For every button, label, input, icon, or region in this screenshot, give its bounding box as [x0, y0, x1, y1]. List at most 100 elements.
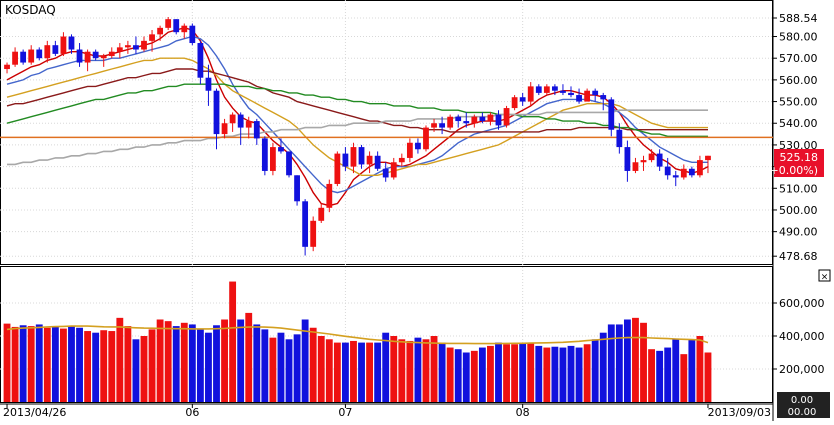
candle — [705, 155, 711, 174]
candle — [92, 49, 99, 61]
current-price-label: 525.18 — [780, 151, 819, 164]
corner-label-top: 0.00 — [791, 395, 813, 406]
volume-bar — [406, 340, 414, 402]
volume-bar — [11, 326, 19, 402]
volume-bar — [559, 347, 567, 402]
date-tick-label: 08 — [516, 406, 530, 419]
volume-bar — [640, 322, 647, 402]
candle — [358, 144, 365, 169]
candle — [640, 155, 647, 171]
candle — [261, 136, 268, 176]
volume-bar — [446, 347, 454, 402]
volume-bar — [430, 336, 438, 402]
candle — [12, 47, 18, 67]
candle — [149, 30, 155, 52]
moving-average-line-5 — [6, 83, 708, 138]
volume-bar — [696, 336, 704, 402]
candle — [600, 92, 607, 111]
volume-bar — [35, 324, 43, 402]
volume-bar — [229, 281, 237, 402]
candle — [406, 138, 413, 163]
candle — [584, 88, 591, 102]
candle — [116, 43, 123, 59]
candle — [487, 112, 494, 126]
volume-bar — [309, 327, 317, 402]
volume-bar — [19, 325, 27, 402]
volume-bar — [503, 344, 510, 402]
volume-bar — [390, 336, 398, 402]
volume-bar — [632, 317, 639, 402]
candle — [576, 88, 582, 104]
volume-bar — [100, 330, 108, 402]
candle — [471, 114, 478, 128]
candle — [398, 153, 405, 167]
candle — [624, 140, 631, 182]
candle — [326, 179, 333, 213]
candle — [213, 88, 220, 150]
candle — [237, 112, 244, 145]
candle — [455, 114, 462, 128]
volume-bar — [623, 319, 631, 402]
close-icon[interactable] — [818, 269, 831, 282]
volume-bar — [132, 339, 140, 402]
candle — [656, 149, 663, 171]
candle — [415, 138, 421, 154]
candle — [181, 23, 188, 39]
volume-bar — [253, 324, 261, 402]
candle — [286, 151, 292, 178]
moving-average-line-3 — [6, 57, 708, 177]
volume-bar — [366, 342, 374, 402]
volume-bar — [68, 326, 75, 402]
volume-bar — [382, 332, 390, 402]
candle — [648, 149, 655, 163]
volume-bar — [358, 342, 365, 402]
volume-bar — [470, 350, 478, 402]
candle — [511, 95, 518, 111]
volume-bar — [656, 350, 664, 402]
volume-tick-label: 400,000 — [779, 330, 825, 343]
volume-bar — [51, 326, 59, 402]
price-tick-label: 570.00 — [779, 52, 818, 65]
volume-bar — [43, 327, 51, 402]
candle — [503, 105, 510, 128]
candle — [366, 151, 373, 174]
candle — [463, 112, 470, 128]
volume-bar — [333, 342, 341, 402]
candle — [318, 203, 325, 223]
volume-bar — [60, 328, 67, 402]
candle — [68, 34, 75, 54]
moving-average-line-6 — [7, 109, 708, 166]
moving-average-line-4 — [6, 68, 708, 133]
volume-bar — [583, 344, 591, 402]
candle — [229, 112, 236, 132]
volume-bar — [511, 344, 519, 402]
candle — [334, 151, 341, 187]
volume-bar — [527, 342, 535, 402]
volume-bar — [116, 317, 124, 402]
volume-bar — [108, 331, 116, 402]
volume-bar — [688, 339, 696, 402]
candle — [568, 86, 574, 98]
volume-bar — [495, 342, 502, 402]
price-tick-label: 530.00 — [779, 139, 818, 152]
volume-bar — [341, 342, 349, 402]
candle — [680, 164, 687, 180]
candle — [44, 40, 51, 63]
price-tick-label: 588.54 — [779, 12, 818, 25]
change-label: (+0.00%) — [765, 164, 818, 177]
candle — [551, 84, 558, 96]
candle — [382, 162, 389, 182]
volume-bar — [454, 349, 462, 402]
volume-tick-label: 200,000 — [779, 363, 825, 376]
volume-bar — [317, 336, 325, 402]
candlesticks — [4, 17, 711, 256]
volume-bar — [398, 339, 406, 402]
volume-bar — [205, 332, 212, 402]
volume-bar — [293, 334, 301, 402]
volume-bar — [164, 321, 172, 402]
moving-average-line-1 — [6, 27, 709, 207]
volume-bar — [607, 324, 615, 402]
candle — [672, 170, 679, 187]
candle — [108, 47, 115, 59]
candle — [350, 142, 357, 174]
